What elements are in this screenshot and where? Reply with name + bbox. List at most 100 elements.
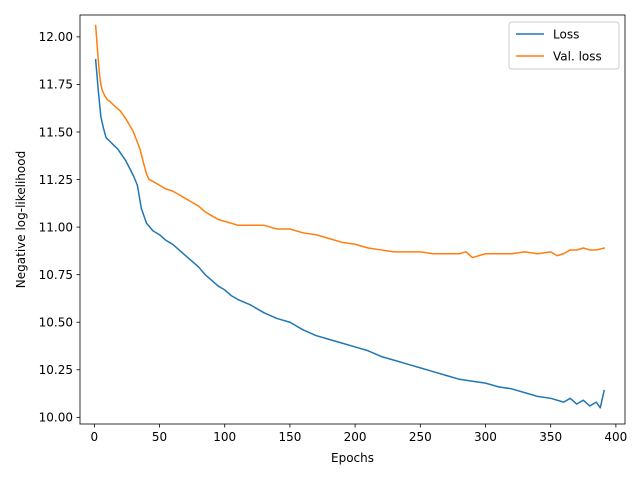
data-point [106, 99, 108, 101]
data-point [237, 224, 239, 226]
data-point [582, 399, 584, 401]
data-point [315, 234, 317, 236]
data-point [113, 104, 115, 106]
data-point [497, 253, 500, 255]
data-point [178, 249, 180, 251]
data-point [152, 180, 154, 183]
data-point [595, 249, 597, 251]
data-point [432, 371, 434, 373]
data-point [603, 247, 605, 249]
data-point [198, 205, 200, 207]
data-point [465, 251, 467, 253]
data-point [165, 239, 167, 242]
data-point [204, 274, 206, 276]
data-point [328, 237, 330, 240]
legend-label-loss: Loss [553, 28, 579, 42]
data-point [315, 334, 317, 337]
data-point [158, 184, 161, 186]
data-point [191, 201, 193, 203]
data-point [599, 407, 601, 409]
data-point [289, 321, 291, 323]
data-point [211, 215, 213, 217]
legend-label-val-loss: Val. loss [553, 50, 602, 64]
data-point [191, 260, 193, 262]
data-point [125, 159, 127, 162]
data-point [211, 279, 213, 281]
series-loss [94, 58, 606, 409]
data-point [576, 249, 578, 251]
data-point [550, 251, 552, 253]
data-point [97, 59, 99, 61]
data-point [148, 178, 150, 181]
data-point [419, 367, 421, 369]
y-tick-label: 10.50 [39, 316, 73, 330]
data-point [276, 317, 278, 320]
data-point [406, 251, 408, 253]
data-point [217, 218, 219, 221]
plot-area [80, 15, 625, 424]
data-point [237, 298, 239, 300]
data-point [250, 224, 252, 226]
data-point [484, 253, 487, 255]
data-point [158, 234, 161, 236]
series-val-loss [94, 24, 606, 259]
data-point [563, 253, 565, 255]
x-tick-label: 400 [604, 430, 627, 444]
data-point [136, 184, 138, 186]
data-point [537, 395, 539, 398]
data-point [119, 110, 122, 112]
data-point [302, 329, 304, 331]
data-point [140, 207, 142, 209]
data-point [550, 397, 552, 399]
data-point [341, 342, 343, 344]
data-point [524, 251, 526, 253]
data-point [109, 140, 111, 143]
data-point [589, 405, 591, 407]
data-point [102, 127, 105, 129]
data-point [576, 403, 578, 405]
x-tick-label: 200 [344, 430, 367, 444]
data-point [97, 89, 99, 91]
data-point [484, 382, 487, 384]
x-tick-label: 150 [278, 430, 301, 444]
x-tick-label: 250 [409, 430, 432, 444]
y-tick-label: 11.75 [39, 78, 73, 92]
data-point [95, 59, 97, 61]
data-point [128, 167, 131, 169]
data-point [139, 148, 141, 150]
data-point [589, 249, 591, 251]
data-point [113, 144, 115, 146]
y-axis-label: Negative log-likelihood [14, 151, 28, 288]
y-tick-label: 10.75 [39, 268, 73, 282]
data-point [406, 363, 408, 365]
data-point [328, 338, 330, 340]
y-tick-label: 11.50 [39, 125, 73, 139]
data-point [126, 119, 128, 122]
data-point [109, 100, 111, 103]
data-point [104, 95, 106, 97]
data-point [132, 131, 135, 133]
data-point [217, 285, 219, 287]
data-point [569, 397, 571, 399]
y-tick-label: 11.00 [39, 220, 73, 234]
data-point [471, 380, 474, 382]
data-point [121, 154, 123, 156]
data-point [171, 243, 174, 245]
y-tick-label: 10.00 [39, 411, 73, 425]
data-point [569, 249, 571, 251]
data-point [563, 401, 565, 403]
data-point [510, 253, 513, 255]
data-point [250, 304, 252, 306]
plot-frame [79, 14, 626, 425]
data-point [582, 247, 584, 249]
x-axis-ticks: 0 50 100 150 200 250 300 350 400 [91, 424, 627, 444]
data-point [302, 232, 304, 234]
data-point [458, 378, 461, 380]
x-tick-label: 300 [474, 430, 497, 444]
data-point [105, 137, 107, 139]
data-point [458, 253, 461, 255]
data-point [419, 251, 421, 253]
data-point [603, 390, 605, 392]
data-point [117, 148, 119, 150]
